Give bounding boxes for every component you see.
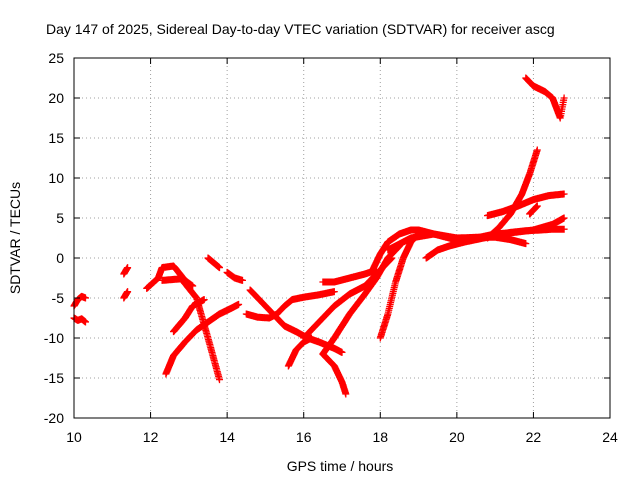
y-tick-label: 15 bbox=[48, 130, 64, 146]
y-tick-labels: -20 -15 -10 -5 0 5 10 15 20 25 bbox=[44, 50, 64, 426]
chart-title: Day 147 of 2025, Sidereal Day-to-day VTE… bbox=[46, 21, 555, 37]
data-series bbox=[70, 74, 568, 398]
x-tick-label: 14 bbox=[219, 429, 235, 445]
series-track-6 bbox=[158, 275, 223, 384]
y-tick-label: -5 bbox=[52, 290, 65, 306]
series-markers bbox=[162, 300, 243, 378]
series-markers bbox=[526, 202, 541, 218]
y-tick-label: -10 bbox=[44, 330, 64, 346]
series-track-17 bbox=[319, 266, 380, 286]
series-track-25 bbox=[526, 202, 541, 218]
x-tick-label: 22 bbox=[526, 429, 542, 445]
series-track-4 bbox=[120, 288, 132, 302]
series-track-3 bbox=[120, 264, 132, 278]
x-tick-labels: 10 12 14 16 18 20 22 24 bbox=[66, 429, 618, 445]
y-tick-label: 0 bbox=[56, 250, 64, 266]
x-axis-label: GPS time / hours bbox=[287, 458, 394, 474]
series-track-10 bbox=[223, 268, 246, 284]
axis-ticks bbox=[73, 57, 611, 419]
series-markers bbox=[158, 275, 223, 384]
series-track-13 bbox=[284, 334, 315, 370]
series-markers bbox=[319, 242, 403, 358]
series-track-7 bbox=[162, 300, 243, 378]
y-tick-label: 10 bbox=[48, 170, 64, 186]
series-track-8 bbox=[170, 296, 208, 336]
series-track-9 bbox=[204, 254, 223, 272]
y-tick-label: 5 bbox=[56, 210, 64, 226]
x-tick-label: 12 bbox=[143, 429, 159, 445]
x-tick-label: 20 bbox=[449, 429, 465, 445]
series-markers bbox=[522, 74, 568, 122]
series-markers bbox=[223, 268, 246, 284]
x-tick-label: 10 bbox=[66, 429, 82, 445]
y-tick-label: -20 bbox=[44, 410, 64, 426]
series-markers bbox=[319, 266, 380, 286]
y-tick-label: 20 bbox=[48, 90, 64, 106]
series-track-16 bbox=[319, 242, 403, 358]
y-tick-label: 25 bbox=[48, 50, 64, 66]
series-markers bbox=[120, 288, 132, 302]
x-tick-label: 18 bbox=[372, 429, 388, 445]
series-track-24 bbox=[484, 190, 568, 220]
series-markers bbox=[484, 190, 568, 220]
series-markers bbox=[120, 264, 132, 278]
plot-frame bbox=[73, 57, 611, 419]
y-axis-label: SDTVAR / TECUs bbox=[7, 182, 23, 294]
x-tick-label: 24 bbox=[602, 429, 618, 445]
y-tick-label: -15 bbox=[44, 370, 64, 386]
series-markers bbox=[204, 254, 223, 272]
x-tick-label: 16 bbox=[296, 429, 312, 445]
series-markers bbox=[284, 334, 315, 370]
series-markers bbox=[170, 296, 208, 336]
series-track-26 bbox=[522, 74, 568, 122]
